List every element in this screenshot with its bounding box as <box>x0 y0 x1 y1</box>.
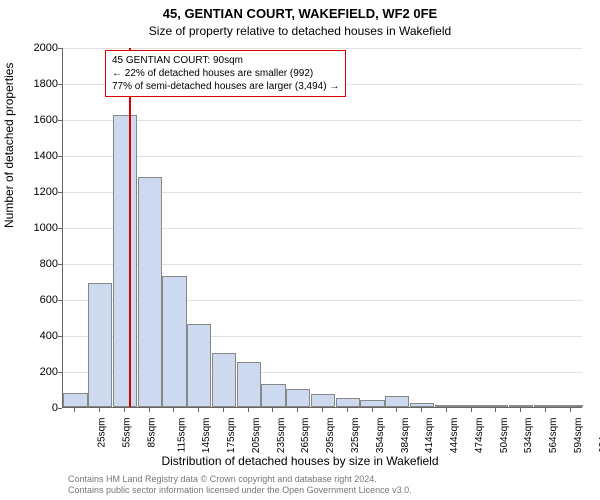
x-tick-label: 384sqm <box>400 418 411 454</box>
histogram-bar <box>88 283 112 407</box>
x-tick-label: 25sqm <box>97 418 108 448</box>
y-tick-mark <box>58 264 62 265</box>
y-tick-label: 1600 <box>8 114 58 126</box>
histogram-bar <box>509 405 533 407</box>
y-tick-mark <box>58 300 62 301</box>
x-tick-label: 474sqm <box>474 418 485 454</box>
x-tick-label: 175sqm <box>226 418 237 454</box>
x-tick-label: 295sqm <box>325 418 336 454</box>
histogram-bar <box>360 400 384 407</box>
histogram-bar <box>63 393 87 407</box>
y-tick-mark <box>58 120 62 121</box>
x-tick-label: 354sqm <box>375 418 386 454</box>
histogram-bar <box>336 398 360 407</box>
histogram-bar <box>187 324 211 407</box>
x-tick-mark <box>99 408 100 412</box>
annotation-line: ← 22% of detached houses are smaller (99… <box>112 67 339 80</box>
x-tick-mark <box>149 408 150 412</box>
y-tick-label: 2000 <box>8 42 58 54</box>
x-tick-mark <box>372 408 373 412</box>
x-tick-mark <box>124 408 125 412</box>
histogram-bar <box>261 384 285 407</box>
property-marker-line <box>129 48 131 407</box>
chart-subtitle: Size of property relative to detached ho… <box>0 24 600 38</box>
x-tick-mark <box>74 408 75 412</box>
x-tick-label: 85sqm <box>146 418 157 448</box>
x-tick-mark <box>173 408 174 412</box>
gridline <box>63 48 582 49</box>
x-tick-mark <box>198 408 199 412</box>
y-tick-mark <box>58 156 62 157</box>
y-tick-mark <box>58 336 62 337</box>
x-tick-mark <box>570 408 571 412</box>
x-tick-label: 414sqm <box>424 418 435 454</box>
histogram-bar <box>484 405 508 407</box>
footer-line: Contains public sector information licen… <box>68 485 412 496</box>
histogram-bar <box>212 353 236 407</box>
gridline <box>63 156 582 157</box>
y-tick-mark <box>58 84 62 85</box>
footer-attribution: Contains HM Land Registry data © Crown c… <box>68 474 412 496</box>
x-axis-label: Distribution of detached houses by size … <box>0 454 600 468</box>
chart-title: 45, GENTIAN COURT, WAKEFIELD, WF2 0FE <box>0 6 600 21</box>
histogram-bar <box>410 403 434 407</box>
x-tick-mark <box>248 408 249 412</box>
annotation-line: 45 GENTIAN COURT: 90sqm <box>112 54 339 67</box>
chart-plot-area <box>62 48 582 408</box>
x-tick-label: 145sqm <box>202 418 213 454</box>
gridline <box>63 120 582 121</box>
annotation-line: 77% of semi-detached houses are larger (… <box>112 80 339 93</box>
x-tick-label: 444sqm <box>449 418 460 454</box>
histogram-bar <box>286 389 310 407</box>
x-tick-mark <box>421 408 422 412</box>
x-tick-mark <box>520 408 521 412</box>
x-tick-label: 534sqm <box>523 418 534 454</box>
histogram-bar <box>311 394 335 407</box>
y-tick-mark <box>58 192 62 193</box>
histogram-bar <box>237 362 261 407</box>
x-tick-mark <box>545 408 546 412</box>
histogram-bar <box>138 177 162 407</box>
x-tick-label: 325sqm <box>350 418 361 454</box>
x-tick-label: 265sqm <box>301 418 312 454</box>
x-tick-mark <box>471 408 472 412</box>
x-tick-label: 205sqm <box>251 418 262 454</box>
y-tick-label: 1200 <box>8 186 58 198</box>
x-tick-mark <box>272 408 273 412</box>
y-tick-label: 200 <box>8 366 58 378</box>
x-tick-label: 235sqm <box>276 418 287 454</box>
histogram-bar <box>162 276 186 407</box>
x-tick-label: 564sqm <box>548 418 559 454</box>
x-tick-mark <box>297 408 298 412</box>
y-tick-label: 1000 <box>8 222 58 234</box>
y-tick-mark <box>58 372 62 373</box>
x-tick-label: 504sqm <box>499 418 510 454</box>
x-tick-mark <box>322 408 323 412</box>
histogram-bar <box>534 405 558 407</box>
x-tick-mark <box>495 408 496 412</box>
histogram-bar <box>385 396 409 407</box>
x-tick-mark <box>347 408 348 412</box>
y-tick-label: 0 <box>8 402 58 414</box>
y-tick-label: 600 <box>8 294 58 306</box>
property-annotation-box: 45 GENTIAN COURT: 90sqm ← 22% of detache… <box>105 50 346 97</box>
x-tick-mark <box>396 408 397 412</box>
y-tick-label: 1800 <box>8 78 58 90</box>
y-tick-mark <box>58 408 62 409</box>
x-tick-label: 115sqm <box>176 418 187 453</box>
y-tick-mark <box>58 228 62 229</box>
x-tick-label: 55sqm <box>122 418 133 448</box>
histogram-bar <box>435 405 459 407</box>
y-tick-label: 400 <box>8 330 58 342</box>
histogram-bar <box>459 405 483 407</box>
x-tick-mark <box>446 408 447 412</box>
y-tick-label: 800 <box>8 258 58 270</box>
y-tick-label: 1400 <box>8 150 58 162</box>
y-tick-mark <box>58 48 62 49</box>
histogram-bar <box>113 115 137 407</box>
footer-line: Contains HM Land Registry data © Crown c… <box>68 474 412 485</box>
x-tick-mark <box>223 408 224 412</box>
x-tick-label: 594sqm <box>573 418 584 454</box>
histogram-bar <box>558 405 582 407</box>
